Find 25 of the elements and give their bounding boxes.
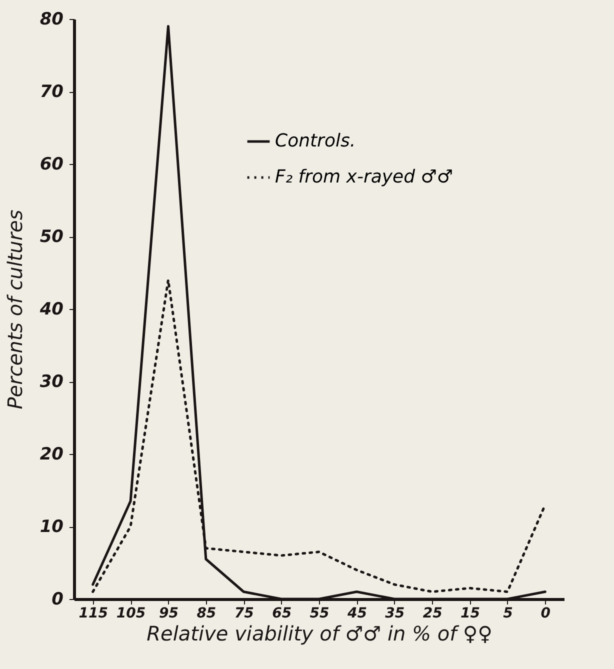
y-tick-label: 70 — [40, 82, 64, 102]
x-tick-label: 15 — [460, 606, 480, 622]
y-tick-label: 10 — [40, 517, 64, 537]
x-tick-label: 0 — [540, 606, 551, 622]
y-tick-label: 60 — [40, 154, 64, 174]
x-tick-label: 75 — [234, 606, 254, 622]
x-tick-label: 95 — [158, 606, 179, 622]
x-tick-label: 45 — [346, 606, 368, 622]
legend-label: Controls. — [275, 130, 356, 152]
x-tick-label: 65 — [272, 606, 292, 622]
x-tick-label: 25 — [422, 606, 443, 622]
x-tick-label: 5 — [503, 606, 514, 622]
y-tick-label: 30 — [40, 372, 64, 392]
x-tick-label: 55 — [310, 606, 330, 622]
x-tick-label: 35 — [385, 606, 405, 622]
y-tick-label: 50 — [40, 227, 64, 247]
x-axis-title: Relative viability of ♂♂ in % of ♀♀ — [146, 622, 492, 646]
x-tick-label: 115 — [78, 606, 108, 622]
legend-label: F₂ from x-rayed ♂♂ — [275, 166, 454, 188]
x-tick-label: 105 — [116, 606, 146, 622]
y-tick-label: 40 — [38, 300, 64, 320]
y-tick-label: 80 — [40, 10, 64, 30]
y-tick-label: 20 — [40, 444, 64, 464]
y-axis-title: Percents of cultures — [2, 210, 27, 410]
x-tick-label: 85 — [196, 606, 216, 622]
